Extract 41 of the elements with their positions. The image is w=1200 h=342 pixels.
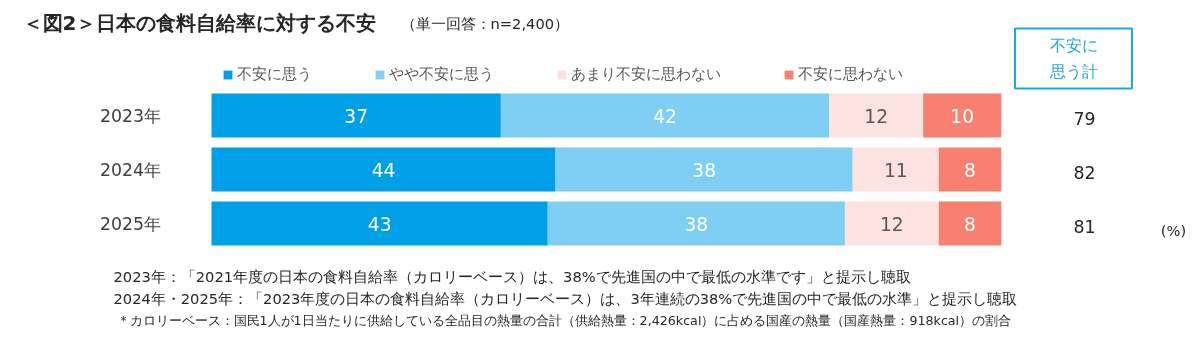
data-label: 11 [883,159,908,181]
chart-subtitle: （単一回答：n=2,400） [400,15,570,32]
text: 2023年：「2021年度の日本の食料自給率（カロリーベース）は、38%で先進国の中で最低の水準です」と提示し聴取 [113,268,911,285]
data-label: 12 [864,105,889,127]
chart-title: ＜図2＞日本の食料自給率に対する不安 [22,10,377,35]
data-label: 44 [371,159,396,181]
y-tick-label: 2025年 [99,213,162,234]
bar [211,201,548,246]
data-label: 8 [964,159,976,181]
text: 82 [1073,163,1096,183]
y-tick-label: 2024年 [99,159,162,180]
data-label: 12 [879,213,904,235]
bar [555,147,853,192]
data-label: 38 [684,213,709,235]
bar [547,201,845,246]
data-label: 42 [653,105,677,127]
bar [923,93,1002,138]
text: 2024年・2025年：「2023年度の日本の食料自給率（カロリーベース）は、3年連続の38%で先進国の中で最低の水準」と提示し聴取 [113,290,1018,307]
legend-label: あまり不安に思わない [571,65,721,84]
text: 79 [1073,109,1096,129]
legend-label: やや不安に思う [389,65,494,84]
bar [938,201,1002,246]
bar [938,147,1002,192]
legend-label: 不安に思わない [798,65,903,84]
data-label: 8 [964,213,976,235]
text: (%) [1160,222,1187,239]
data-label: 10 [950,105,975,127]
bar [829,93,924,138]
data-label: 43 [367,213,392,235]
data-label: 38 [692,159,717,181]
bar [211,93,501,138]
y-tick-label: 2023年 [99,105,162,126]
legend-label: 不安に思う [237,65,312,84]
text: ＊カロリーベース：国民1人が1日当たりに供給している全品目の熱量の合計（供給熱量：2,426kcal）に占める国産の熱量（国産熱量：918kcal）の割合 [116,313,1012,328]
text: 81 [1073,217,1096,237]
bar [500,93,830,138]
bar [211,147,556,192]
text: 不安に思う計 [1048,36,1098,81]
data-label: 37 [344,105,369,127]
bar [844,201,939,246]
bar [852,147,939,192]
